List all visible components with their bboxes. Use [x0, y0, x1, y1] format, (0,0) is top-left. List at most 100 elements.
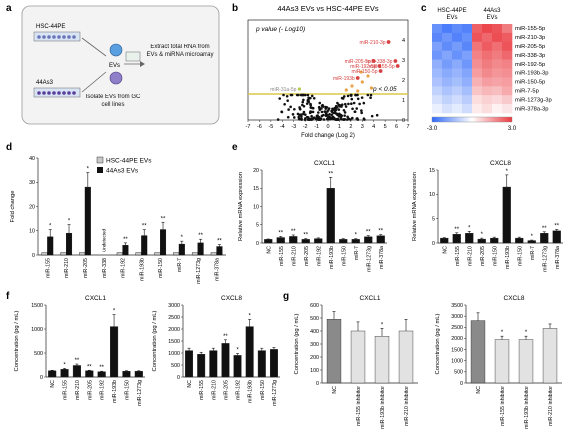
row-label: miR-1273g-3p [515, 97, 552, 103]
significance-mark: * [236, 347, 239, 353]
data-point [309, 110, 313, 114]
bar [173, 252, 180, 256]
data-point [304, 113, 307, 116]
x-tick-label: miR-192 [316, 246, 322, 266]
heatmap-cell [482, 50, 493, 60]
significance-mark: * [113, 309, 116, 315]
bar [245, 326, 254, 378]
data-point [306, 93, 310, 97]
data-point [326, 110, 329, 113]
x-tick-label: miR-7 [177, 258, 183, 272]
y-tick-label: 3000 [168, 303, 180, 309]
bar [542, 328, 558, 384]
heatmap-cell [502, 86, 513, 96]
significance-mark: ** [291, 229, 296, 235]
x-tick-label: miR-205 [83, 258, 89, 278]
bar [465, 233, 474, 244]
data-point [310, 94, 314, 98]
heatmap-cell [492, 24, 503, 34]
y-tick-label: 0 [177, 375, 180, 381]
data-point [290, 93, 294, 97]
significant-point [369, 86, 374, 90]
x-tick-label: miR-192 [236, 380, 242, 400]
chart-title: CXCL8 [490, 160, 511, 167]
bar [191, 252, 199, 256]
y-tick-label: 10 [253, 204, 259, 210]
bar [41, 252, 48, 256]
data-point [355, 107, 359, 110]
x-tick-label: -3 [291, 124, 296, 130]
data-point [296, 112, 300, 116]
heatmap-cell [432, 41, 443, 51]
significance-mark: ** [454, 227, 459, 233]
y-tick-label: 0 [40, 375, 43, 381]
x-tick-label: NC [442, 246, 448, 254]
x-tick-label: miR-338 [102, 258, 108, 278]
bar [197, 354, 206, 378]
x-tick-label: miR-193b [112, 380, 118, 403]
significant-point [359, 70, 363, 74]
y-tick-label: 15 [253, 186, 259, 192]
x-tick-label: miR-205 [480, 246, 486, 266]
heatmap-cell [472, 50, 483, 60]
data-point [310, 114, 313, 118]
x-tick-label: miR-7 [530, 246, 536, 260]
data-point [286, 115, 290, 119]
bar [197, 242, 204, 256]
threshold-label: p < 0.05 [372, 86, 397, 93]
bar [326, 319, 342, 384]
significance-mark: * [181, 235, 184, 241]
y-tick-label: 5 [432, 216, 435, 222]
significance-mark: ** [161, 216, 166, 222]
heatmap-cell [502, 32, 513, 43]
data-point [301, 103, 304, 107]
bar [470, 320, 486, 384]
x-tick-label: miR-150 [341, 246, 347, 266]
legend-swatch [96, 156, 104, 164]
y-tick-label: 0 [316, 381, 319, 387]
significance-mark: * [68, 219, 71, 225]
y-tick-label: 15 [429, 168, 435, 174]
y-tick-label: 1000 [31, 327, 43, 333]
significance-mark: ** [366, 230, 371, 236]
data-point [366, 93, 370, 97]
heatmap-cell [442, 68, 453, 78]
data-point [302, 93, 306, 97]
bar [221, 343, 230, 378]
data-point [353, 110, 357, 113]
step-isolate-text: Isolate EVs from GC cell lines [85, 94, 141, 108]
y-tick-label: 200 [310, 355, 319, 361]
x-tick-label: NC [476, 386, 482, 394]
heatmap-cell [432, 86, 443, 96]
evs-icon [109, 43, 123, 85]
y-tick-label: 2 [402, 78, 405, 84]
bar [72, 365, 81, 378]
bar [494, 339, 510, 384]
y-tick-label: 10 [429, 192, 435, 198]
bar [452, 234, 461, 244]
x-tick-label: miR-1273g [137, 380, 143, 406]
y-tick-label: 1500 [168, 339, 180, 345]
x-axis-label: Fold change (Log 2) [301, 133, 355, 139]
legend-swatch [97, 167, 103, 173]
y-tick-label: 2500 [451, 325, 463, 331]
heatmap-cell [462, 77, 473, 87]
x-tick-label: 3 [361, 124, 364, 130]
data-point [342, 95, 346, 98]
y-axis-label: Concentration (pg / mL) [152, 310, 158, 371]
bar [314, 238, 323, 244]
data-point [287, 108, 290, 111]
bar [376, 235, 385, 244]
y-tick-label: 1000 [168, 351, 180, 357]
significance-mark: ** [542, 226, 547, 232]
x-tick-label: miR-150 [124, 380, 130, 400]
x-tick-label: miR-1273g [272, 380, 278, 406]
heatmap-cell [432, 104, 443, 114]
x-tick-label: miR-155 [199, 380, 205, 400]
significant-point [366, 74, 370, 78]
heatmap-cell [462, 50, 473, 60]
bar [364, 236, 373, 244]
bar [490, 237, 499, 244]
y-tick-label: 1500 [451, 347, 463, 353]
